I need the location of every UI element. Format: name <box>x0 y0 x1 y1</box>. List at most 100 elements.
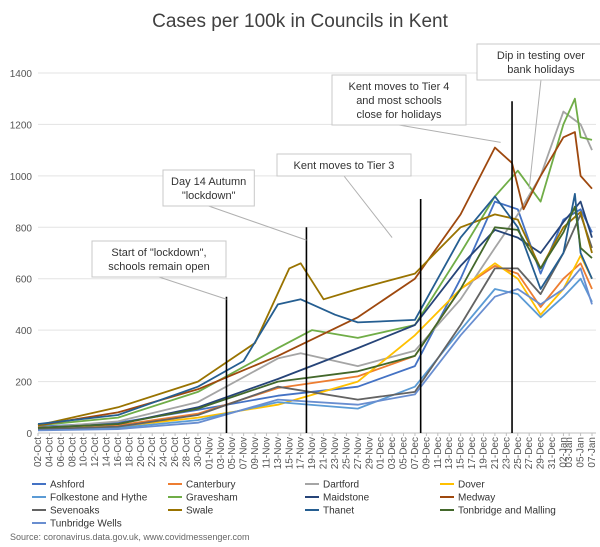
x-tick-label: 07-Dec <box>410 437 421 469</box>
x-tick-label: 01-Dec <box>376 437 387 469</box>
y-tick-label: 1000 <box>10 172 33 183</box>
legend-label: Dartford <box>323 480 359 491</box>
x-tick-label: 06-Oct <box>56 437 67 467</box>
x-tick-label: 29-Dec <box>536 437 547 469</box>
x-tick-label: 14-Oct <box>102 437 113 467</box>
annotation-text: Kent moves to Tier 4 <box>349 81 450 93</box>
x-tick-label: 24-Oct <box>159 437 170 467</box>
x-tick-label: 09-Nov <box>250 437 261 469</box>
x-tick-label: 12-Oct <box>90 437 101 467</box>
legend-label: Tonbridge and Malling <box>458 506 556 517</box>
chart-title: Cases per 100k in Councils in Kent <box>152 11 448 32</box>
x-tick-label: 08-Oct <box>67 437 78 467</box>
x-tick-label: 25-Nov <box>341 437 352 469</box>
x-tick-label: 09-Dec <box>421 437 432 469</box>
annotation-text: Start of "lockdown", <box>111 247 206 259</box>
annotation-leader <box>528 79 542 189</box>
x-tick-label: 11-Nov <box>261 437 272 469</box>
annotation-box <box>331 74 467 126</box>
legend: Ashford Canterbury Dartford Dover Folkestone… <box>32 480 556 530</box>
series-line-folkestone-and-hythe <box>37 277 593 430</box>
annotation-leader <box>208 205 307 241</box>
annotation-leader <box>343 175 393 238</box>
x-tick-label: 16-Oct <box>113 437 124 467</box>
x-tick-label: 18-Oct <box>124 437 135 467</box>
x-tick-label: 22-Oct <box>147 437 158 467</box>
annotation-box <box>162 169 255 207</box>
annotation-box <box>276 153 412 177</box>
y-tick-label: 600 <box>15 275 32 286</box>
legend-label: Maidstone <box>323 493 370 504</box>
series-line-tonbridge-and-malling <box>37 205 593 429</box>
x-axis: 02-Oct 04-Oct 06-Oct 08-Oct 10-Oct 12-Oct 14-O… <box>33 433 598 469</box>
x-tick-label: 17-Dec <box>467 437 478 469</box>
y-tick-label: 1400 <box>10 69 33 80</box>
annotation-text: Dip in testing over <box>497 50 585 62</box>
annotation-text: schools remain open <box>108 261 210 273</box>
series-line-dartford <box>37 110 593 429</box>
x-tick-label: 07-Jan <box>587 437 598 468</box>
annotation-box <box>476 43 600 81</box>
legend-label: Sevenoaks <box>50 506 99 517</box>
x-tick-label: 05-Nov <box>227 437 238 469</box>
series-line-thanet <box>37 193 593 425</box>
x-tick-label: 10-Oct <box>79 437 90 467</box>
y-tick-label: 1200 <box>10 120 33 131</box>
annotation-text: "lockdown" <box>182 190 236 202</box>
x-tick-label: 04-Oct <box>44 437 55 467</box>
x-tick-label: 03-Dec <box>387 437 398 469</box>
x-tick-label: 13-Nov <box>273 437 284 469</box>
series-line-tunbridge-wells <box>37 267 593 432</box>
legend-label: Medway <box>458 493 495 504</box>
y-tick-label: 0 <box>26 429 32 440</box>
x-tick-label: 02-Oct <box>33 437 44 467</box>
x-tick-label: 30-Oct <box>193 437 204 467</box>
legend-label: Thanet <box>323 506 354 517</box>
x-tick-label: 15-Nov <box>284 437 295 469</box>
x-tick-label: 05-Dec <box>399 437 410 469</box>
x-tick-label: 29-Nov <box>364 437 375 469</box>
series-line-ashford <box>37 200 593 428</box>
x-tick-label: 17-Nov <box>296 437 307 469</box>
legend-label: Swale <box>186 506 214 517</box>
legend-label: Folkestone and Hythe <box>50 493 148 504</box>
x-tick-label: 27-Dec <box>524 437 535 469</box>
x-tick-label: 23-Dec <box>501 437 512 469</box>
y-tick-label: 800 <box>15 223 32 234</box>
y-tick-label: 200 <box>15 378 32 389</box>
series-line-medway <box>37 131 593 427</box>
annotation-box <box>91 240 227 278</box>
y-axis: 0 200 400 600 800 1000 1200 1400 <box>10 69 33 440</box>
x-tick-label: 02-Jan <box>558 437 569 468</box>
x-tick-label: 19-Dec <box>478 437 489 469</box>
annotation-text: bank holidays <box>507 64 575 76</box>
legend-label: Canterbury <box>186 480 235 491</box>
source-note: Source: coronavirus.data.gov.uk, www.cov… <box>10 532 249 542</box>
annotation-text: close for holidays <box>357 109 442 121</box>
x-tick-label: 11-Dec <box>433 437 444 469</box>
vertical-markers <box>225 101 513 433</box>
series-line-maidstone <box>37 200 593 429</box>
annotation-leader <box>398 124 501 143</box>
annotation-text: Kent moves to Tier 3 <box>294 160 395 172</box>
legend-label: Ashford <box>50 480 84 491</box>
x-tick-label: 15-Dec <box>456 437 467 469</box>
x-tick-label: 21-Dec <box>490 437 501 469</box>
y-tick-label: 400 <box>15 326 32 337</box>
legend-label: Tunbridge Wells <box>50 519 122 530</box>
x-tick-label: 05-Jan <box>576 437 587 468</box>
x-tick-label: 21-Nov <box>319 437 330 469</box>
legend-label: Gravesham <box>186 493 238 504</box>
x-tick-label: 23-Nov <box>330 437 341 469</box>
x-tick-label: 03-Jan <box>564 437 575 468</box>
x-tick-label: 27-Nov <box>353 437 364 469</box>
x-tick-label: 03-Nov <box>216 437 227 469</box>
x-tick-label: 19-Nov <box>307 437 318 469</box>
x-tick-label: 20-Oct <box>136 437 147 467</box>
series-lines <box>37 97 593 432</box>
annotations: Start of "lockdown", schools remain open D… <box>91 43 600 300</box>
x-tick-label: 25-Dec <box>513 437 524 469</box>
legend-label: Dover <box>458 480 485 491</box>
